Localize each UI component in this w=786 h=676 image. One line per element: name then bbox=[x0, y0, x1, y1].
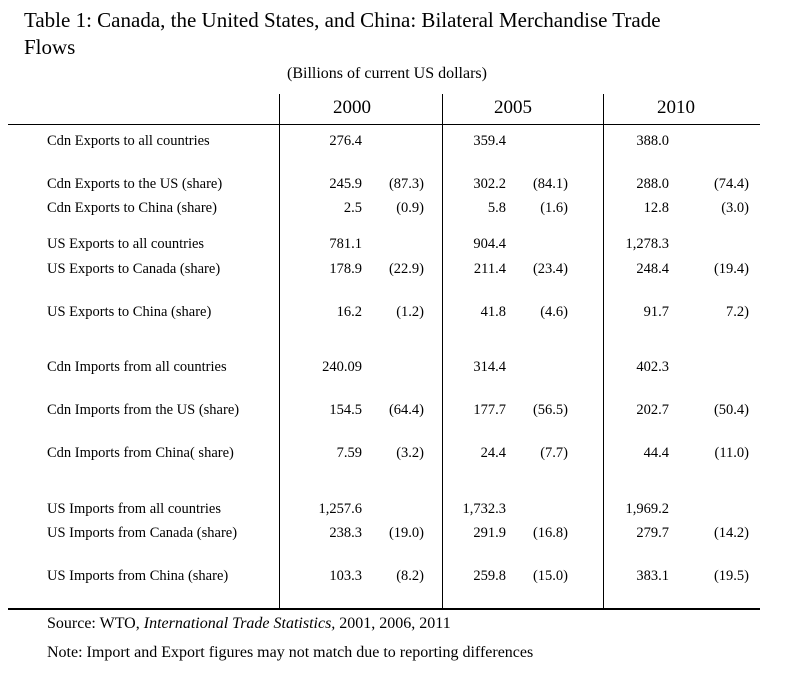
row-label: US Exports to Canada (share) bbox=[47, 261, 221, 277]
cell-s2010: (74.4) bbox=[713, 176, 749, 192]
table-title-line2: Flows bbox=[24, 35, 76, 59]
cell-s2000: (1.2) bbox=[396, 304, 424, 320]
row-label: Cdn Exports to the US (share) bbox=[47, 176, 223, 192]
cell-s2000: (0.9) bbox=[396, 200, 424, 216]
cell-v2005: 177.7 bbox=[473, 402, 506, 418]
cell-v2000: 16.2 bbox=[336, 304, 362, 320]
cell-s2005: (16.8) bbox=[532, 525, 568, 541]
cell-v2000: 7.59 bbox=[336, 445, 362, 461]
year-header-2005: 2005 bbox=[494, 97, 532, 118]
cell-v2000: 154.5 bbox=[329, 402, 362, 418]
cell-v2000: 240.09 bbox=[322, 359, 362, 375]
cell-s2010: 7.2) bbox=[726, 304, 749, 320]
table-title-line1: Table 1: Canada, the United States, and … bbox=[24, 8, 661, 32]
row-label: US Imports from all countries bbox=[47, 501, 221, 517]
footnote: Note: Import and Export figures may not … bbox=[47, 644, 534, 661]
source-title: International Trade Statistics, bbox=[143, 615, 336, 632]
cell-v2010: 402.3 bbox=[636, 359, 669, 375]
cell-s2000: (64.4) bbox=[388, 402, 424, 418]
column-divider-2000 bbox=[279, 94, 280, 608]
cell-v2000: 103.3 bbox=[329, 568, 362, 584]
row-label: US Exports to all countries bbox=[47, 236, 205, 252]
cell-s2005: (15.0) bbox=[532, 568, 568, 584]
cell-v2010: 288.0 bbox=[636, 176, 669, 192]
source-suffix: 2001, 2006, 2011 bbox=[335, 615, 451, 632]
cell-s2000: (8.2) bbox=[396, 568, 424, 584]
cell-v2005: 314.4 bbox=[473, 359, 506, 375]
cell-s2000: (87.3) bbox=[388, 176, 424, 192]
row-label: US Exports to China (share) bbox=[47, 304, 212, 320]
cell-v2010: 383.1 bbox=[636, 568, 669, 584]
row-label: Cdn Exports to China (share) bbox=[47, 200, 217, 216]
cell-s2000: (3.2) bbox=[396, 445, 424, 461]
cell-v2005: 24.4 bbox=[480, 445, 506, 461]
cell-v2000: 245.9 bbox=[329, 176, 362, 192]
column-divider-2005 bbox=[442, 94, 443, 608]
cell-v2000: 238.3 bbox=[329, 525, 362, 541]
cell-s2010: (3.0) bbox=[721, 200, 749, 216]
cell-v2005: 41.8 bbox=[480, 304, 506, 320]
cell-v2000: 2.5 bbox=[343, 200, 362, 216]
year-header-2000: 2000 bbox=[333, 97, 371, 118]
row-label: Cdn Imports from China( share) bbox=[47, 445, 234, 461]
cell-s2010: (11.0) bbox=[714, 445, 750, 461]
cell-v2005: 1,732.3 bbox=[462, 501, 507, 517]
row-label: Cdn Imports from the US (share) bbox=[47, 402, 240, 418]
cell-s2010: (19.4) bbox=[713, 261, 749, 277]
cell-v2005: 5.8 bbox=[487, 200, 506, 216]
cell-s2010: (19.5) bbox=[713, 568, 749, 584]
row-label: US Imports from China (share) bbox=[47, 568, 229, 584]
cell-v2010: 1,278.3 bbox=[625, 236, 670, 252]
cell-v2005: 359.4 bbox=[473, 133, 506, 149]
cell-v2010: 248.4 bbox=[636, 261, 669, 277]
cell-v2010: 279.7 bbox=[636, 525, 669, 541]
cell-v2010: 388.0 bbox=[636, 133, 669, 149]
source-prefix: Source: WTO, bbox=[47, 615, 144, 632]
cell-v2000: 276.4 bbox=[329, 133, 362, 149]
cell-v2005: 259.8 bbox=[473, 568, 506, 584]
source-note: Source: WTO, International Trade Statist… bbox=[47, 615, 451, 633]
header-rule bbox=[8, 124, 760, 125]
cell-s2005: (56.5) bbox=[532, 402, 568, 418]
cell-v2010: 12.8 bbox=[643, 200, 669, 216]
cell-s2005: (23.4) bbox=[532, 261, 568, 277]
cell-v2005: 211.4 bbox=[473, 261, 506, 277]
cell-s2005: (1.6) bbox=[540, 200, 568, 216]
cell-v2005: 302.2 bbox=[473, 176, 506, 192]
cell-v2010: 202.7 bbox=[636, 402, 669, 418]
cell-v2005: 904.4 bbox=[473, 236, 506, 252]
row-label: Cdn Exports to all countries bbox=[47, 133, 210, 149]
cell-s2000: (22.9) bbox=[388, 261, 424, 277]
cell-v2000: 178.9 bbox=[329, 261, 362, 277]
column-divider-2010 bbox=[603, 94, 604, 608]
cell-s2005: (84.1) bbox=[532, 176, 568, 192]
cell-s2010: (50.4) bbox=[713, 402, 749, 418]
year-header-2010: 2010 bbox=[657, 97, 695, 118]
cell-s2010: (14.2) bbox=[713, 525, 749, 541]
cell-s2000: (19.0) bbox=[388, 525, 424, 541]
cell-v2005: 291.9 bbox=[473, 525, 506, 541]
cell-v2010: 91.7 bbox=[643, 304, 669, 320]
units-caption: (Billions of current US dollars) bbox=[287, 65, 487, 82]
bottom-rule bbox=[8, 608, 760, 610]
cell-v2000: 781.1 bbox=[329, 236, 362, 252]
row-label: US Imports from Canada (share) bbox=[47, 525, 238, 541]
cell-v2010: 44.4 bbox=[643, 445, 669, 461]
cell-v2010: 1,969.2 bbox=[625, 501, 670, 517]
row-label: Cdn Imports from all countries bbox=[47, 359, 227, 375]
cell-s2005: (7.7) bbox=[540, 445, 568, 461]
cell-v2000: 1,257.6 bbox=[318, 501, 363, 517]
cell-s2005: (4.6) bbox=[540, 304, 568, 320]
